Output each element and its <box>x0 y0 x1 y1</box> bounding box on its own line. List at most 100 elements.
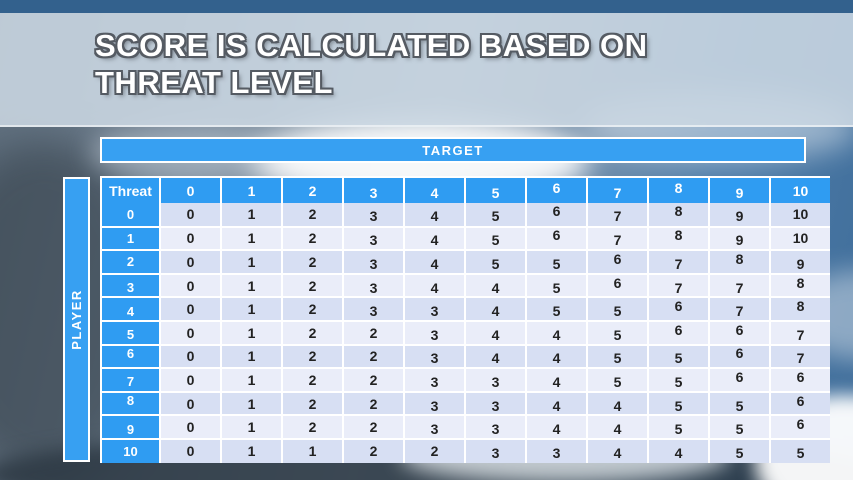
score-cell: 3 <box>343 297 405 322</box>
score-cell: 4 <box>404 273 466 299</box>
score-cell: 4 <box>404 226 466 252</box>
score-cell: 3 <box>404 297 466 322</box>
score-cell: 6 <box>770 368 830 393</box>
score-cell: 1 <box>221 297 283 322</box>
score-cell: 5 <box>465 226 527 252</box>
score-cell: 9 <box>770 250 830 275</box>
score-cell: 7 <box>587 226 649 252</box>
score-cell: 0 <box>160 297 222 322</box>
score-cell: 0 <box>160 203 222 228</box>
col-header-3: 3 <box>343 177 405 203</box>
score-cell: 0 <box>160 368 222 393</box>
col-header-8: 8 <box>648 177 710 203</box>
score-cell: 4 <box>526 344 588 370</box>
score-cell: 4 <box>526 368 588 393</box>
score-cell: 5 <box>587 344 649 370</box>
score-cell: 7 <box>709 297 771 322</box>
target-label: TARGET <box>422 142 484 158</box>
score-cell: 10 <box>770 203 830 228</box>
score-cell: 6 <box>587 273 649 299</box>
score-cell: 8 <box>648 203 710 228</box>
score-cell: 3 <box>343 273 405 299</box>
score-cell: 2 <box>343 344 405 370</box>
score-cell: 5 <box>465 250 527 275</box>
score-cell: 8 <box>770 297 830 322</box>
row-header-10: 10 <box>101 438 161 463</box>
score-cell: 5 <box>526 297 588 322</box>
score-cell: 1 <box>221 368 283 393</box>
score-cell: 6 <box>770 415 830 440</box>
row-header-7: 7 <box>101 368 161 393</box>
score-cell: 2 <box>343 320 405 346</box>
score-table: Threat 0 1 2 3 4 5 6 7 8 9 10 0 0 1 2 3 4 5 6 7 8 9 10 1 0 1 2 3 4 5 6 7… <box>100 176 830 463</box>
score-cell: 4 <box>587 391 649 417</box>
row-header-4: 4 <box>101 297 161 322</box>
score-cell: 5 <box>709 415 771 440</box>
score-cell: 2 <box>282 226 344 252</box>
top-accent-bar <box>0 0 853 13</box>
score-cell: 8 <box>770 273 830 299</box>
score-cell: 9 <box>709 203 771 228</box>
score-cell: 5 <box>648 368 710 393</box>
score-cell: 2 <box>343 415 405 440</box>
col-header-1: 1 <box>221 177 283 203</box>
score-cell: 0 <box>160 344 222 370</box>
score-cell: 6 <box>526 226 588 252</box>
score-cell: 7 <box>770 320 830 346</box>
score-cell: 4 <box>404 250 466 275</box>
score-cell: 7 <box>587 203 649 228</box>
score-cell: 5 <box>770 438 830 463</box>
score-cell: 5 <box>465 203 527 228</box>
corner-cell-threat: Threat <box>101 177 161 203</box>
score-cell: 3 <box>404 320 466 346</box>
title-line-2: THREAT LEVEL <box>95 65 333 100</box>
score-cell: 5 <box>709 391 771 417</box>
score-cell: 6 <box>709 320 771 346</box>
score-cell: 5 <box>526 250 588 275</box>
score-cell: 6 <box>709 368 771 393</box>
score-cell: 7 <box>648 250 710 275</box>
score-cell: 3 <box>404 368 466 393</box>
score-cell: 2 <box>343 438 405 463</box>
score-cell: 9 <box>709 226 771 252</box>
score-cell: 3 <box>465 368 527 393</box>
table-row: 1 0 1 2 3 4 5 6 7 8 9 10 <box>101 226 830 252</box>
score-cell: 7 <box>709 273 771 299</box>
table-row: 10 0 1 1 2 2 3 3 4 4 5 5 <box>101 438 830 463</box>
score-cell: 1 <box>221 415 283 440</box>
score-cell: 4 <box>526 415 588 440</box>
score-cell: 5 <box>648 415 710 440</box>
score-cell: 7 <box>648 273 710 299</box>
score-cell: 5 <box>587 320 649 346</box>
score-cell: 1 <box>221 320 283 346</box>
score-cell: 10 <box>770 226 830 252</box>
score-cell: 4 <box>648 438 710 463</box>
score-cell: 4 <box>404 203 466 228</box>
score-cell: 6 <box>526 203 588 228</box>
col-header-6: 6 <box>526 177 588 203</box>
score-cell: 2 <box>282 320 344 346</box>
score-cell: 3 <box>465 415 527 440</box>
score-cell: 0 <box>160 250 222 275</box>
col-header-9: 9 <box>709 177 771 203</box>
score-cell: 8 <box>709 250 771 275</box>
score-cell: 1 <box>221 226 283 252</box>
score-cell: 0 <box>160 438 222 463</box>
score-cell: 3 <box>404 391 466 417</box>
score-cell: 1 <box>221 344 283 370</box>
col-header-5: 5 <box>465 177 527 203</box>
score-cell: 5 <box>587 368 649 393</box>
score-cell: 6 <box>648 297 710 322</box>
col-header-7: 7 <box>587 177 649 203</box>
score-cell: 1 <box>221 203 283 228</box>
score-cell: 2 <box>404 438 466 463</box>
score-cell: 5 <box>648 344 710 370</box>
score-cell: 5 <box>587 297 649 322</box>
row-header-9: 9 <box>101 415 161 440</box>
row-header-6: 6 <box>101 344 161 370</box>
score-cell: 6 <box>648 320 710 346</box>
